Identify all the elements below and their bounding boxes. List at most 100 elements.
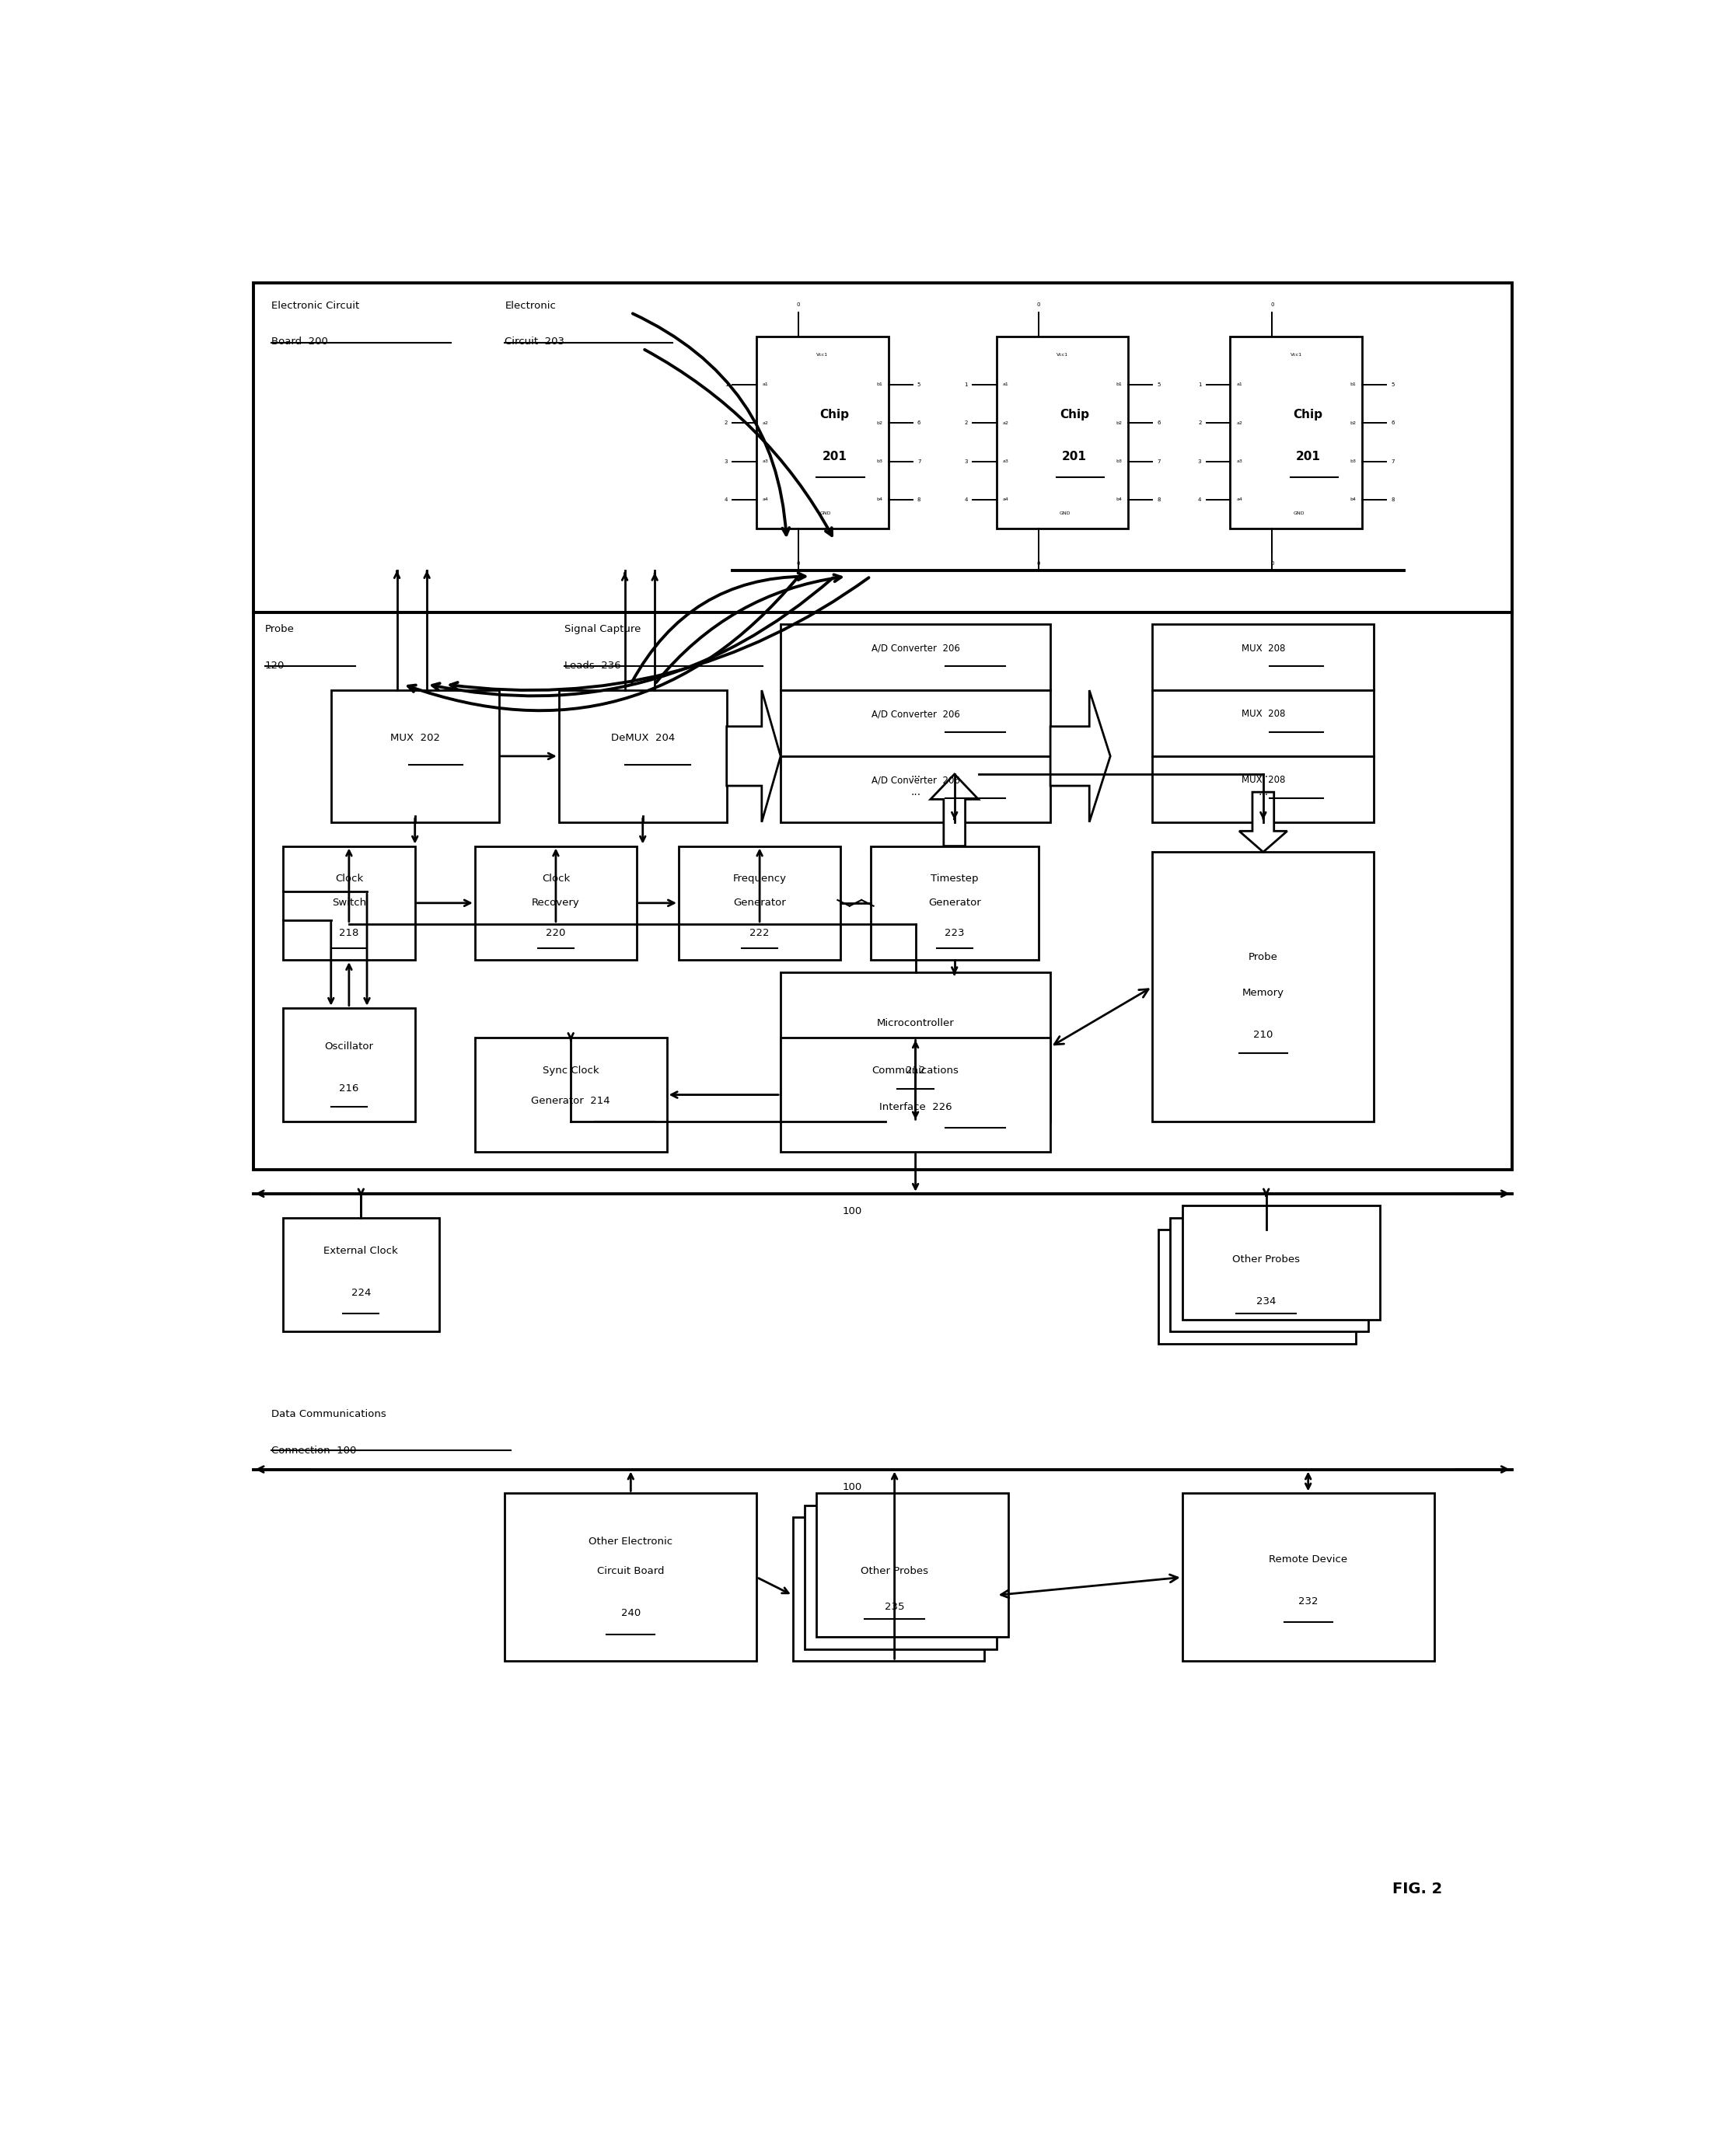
Text: 218: 218 [339, 927, 358, 938]
Text: 220: 220 [546, 927, 565, 938]
Text: GND: GND [1059, 511, 1071, 515]
Text: 0: 0 [1037, 302, 1040, 306]
Text: 3: 3 [725, 459, 728, 464]
Text: b2: b2 [876, 420, 882, 425]
Text: GND: GND [820, 511, 830, 515]
Bar [475, 845, 637, 959]
Text: 5: 5 [1157, 382, 1161, 386]
Text: MUX  208: MUX 208 [1242, 774, 1285, 785]
Bar [816, 1494, 1009, 1636]
Text: 7: 7 [918, 459, 921, 464]
Bar [475, 1037, 666, 1151]
Text: b3: b3 [1116, 459, 1123, 464]
Text: A/D Converter  206: A/D Converter 206 [871, 642, 959, 653]
Text: Sync Clock: Sync Clock [542, 1065, 599, 1076]
Text: 0: 0 [1271, 561, 1274, 567]
Bar [756, 336, 889, 528]
Text: 234: 234 [1257, 1296, 1276, 1307]
Bar [282, 1218, 439, 1332]
Text: 0: 0 [1271, 302, 1274, 306]
Text: a4: a4 [1002, 498, 1009, 502]
Text: FIG. 2: FIG. 2 [1391, 1882, 1441, 1897]
Bar [678, 845, 840, 959]
Text: A/D Converter  206: A/D Converter 206 [871, 709, 959, 720]
Text: Frequency: Frequency [734, 873, 787, 884]
Text: 201: 201 [1062, 451, 1087, 461]
Text: ...: ... [1259, 770, 1269, 780]
Text: 8: 8 [1391, 498, 1395, 502]
Bar [1159, 1229, 1357, 1343]
Bar [505, 1494, 756, 1660]
Text: 1: 1 [1199, 382, 1202, 386]
Text: Interface  226: Interface 226 [880, 1102, 952, 1112]
Text: 7: 7 [1391, 459, 1395, 464]
Text: Recovery: Recovery [532, 897, 580, 908]
Polygon shape [727, 690, 780, 821]
Text: a4: a4 [763, 498, 768, 502]
Bar [282, 845, 415, 959]
Text: 201: 201 [1295, 451, 1321, 461]
Polygon shape [930, 774, 978, 845]
Bar [997, 336, 1128, 528]
Bar [780, 625, 1050, 690]
Text: 0: 0 [1037, 561, 1040, 567]
Text: 2: 2 [725, 420, 728, 425]
Text: Electronic: Electronic [505, 300, 556, 310]
Text: Generator: Generator [734, 897, 785, 908]
Bar [780, 1037, 1050, 1151]
Text: MUX  208: MUX 208 [1242, 642, 1285, 653]
Text: 7: 7 [1157, 459, 1161, 464]
Text: 210: 210 [1254, 1031, 1273, 1039]
Text: Oscillator: Oscillator [324, 1041, 374, 1052]
Text: 224: 224 [351, 1287, 370, 1298]
Text: a1: a1 [1002, 382, 1009, 386]
Text: Generator  214: Generator 214 [532, 1095, 610, 1106]
Text: b1: b1 [1350, 382, 1357, 386]
Text: Board  200: Board 200 [270, 336, 327, 347]
Text: 212: 212 [906, 1065, 925, 1076]
Text: Remote Device: Remote Device [1269, 1554, 1348, 1565]
Text: ...: ... [1259, 787, 1269, 798]
Bar [1171, 1218, 1367, 1332]
Bar [792, 1518, 985, 1660]
Text: Other Probes: Other Probes [1233, 1255, 1300, 1266]
Bar [253, 612, 1512, 1171]
Text: Other Probes: Other Probes [861, 1565, 928, 1576]
Bar [871, 845, 1038, 959]
Text: a1: a1 [1236, 382, 1242, 386]
Text: 100: 100 [842, 1483, 863, 1492]
Text: 6: 6 [918, 420, 921, 425]
Bar [1152, 625, 1374, 690]
Text: Chip: Chip [820, 410, 849, 420]
Text: 6: 6 [1391, 420, 1395, 425]
Text: 3: 3 [1199, 459, 1202, 464]
Text: 4: 4 [964, 498, 968, 502]
Text: Microcontroller: Microcontroller [876, 1018, 954, 1028]
Text: b2: b2 [1350, 420, 1357, 425]
Bar [1230, 336, 1362, 528]
Text: Vcc1: Vcc1 [816, 354, 828, 356]
Polygon shape [1240, 791, 1286, 852]
Text: DeMUX  204: DeMUX 204 [611, 733, 675, 744]
Text: 6: 6 [1157, 420, 1161, 425]
Bar [780, 757, 1050, 821]
Polygon shape [1050, 690, 1111, 821]
Bar [1152, 690, 1374, 757]
Text: Vcc1: Vcc1 [1056, 354, 1068, 356]
Text: a2: a2 [1236, 420, 1242, 425]
Text: a3: a3 [1002, 459, 1009, 464]
Text: 223: 223 [945, 927, 964, 938]
Text: 1: 1 [725, 382, 728, 386]
Text: 120: 120 [265, 660, 284, 671]
Text: Probe: Probe [1248, 953, 1278, 962]
Text: 222: 222 [749, 927, 770, 938]
Text: Circuit  203: Circuit 203 [505, 336, 565, 347]
Text: Memory: Memory [1242, 987, 1285, 998]
Bar [804, 1505, 997, 1649]
Text: Generator: Generator [928, 897, 982, 908]
Bar [1183, 1205, 1379, 1319]
Text: Chip: Chip [1293, 410, 1322, 420]
Text: ...: ... [911, 770, 921, 780]
Bar [1152, 757, 1374, 821]
Text: Vcc1: Vcc1 [1290, 354, 1302, 356]
